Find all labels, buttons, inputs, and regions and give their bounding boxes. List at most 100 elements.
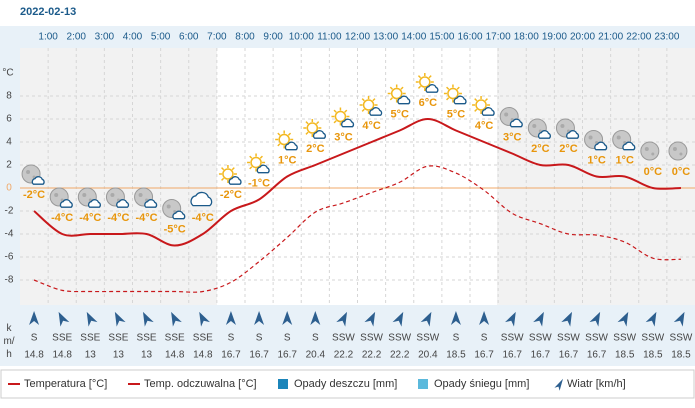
hour-label: 21:00 <box>598 32 623 43</box>
wind-speed: 16.7 <box>474 350 494 361</box>
wind-speed: 22.2 <box>362 350 382 361</box>
wind-direction: SSE <box>165 333 185 344</box>
moon-crater <box>82 193 87 197</box>
hour-label: 2:00 <box>67 32 87 43</box>
hour-label: 19:00 <box>542 32 567 43</box>
moon-crater <box>166 204 171 209</box>
wind-direction: SSW <box>501 333 524 344</box>
wind-arrow <box>589 311 601 327</box>
sun-ray <box>277 132 281 136</box>
moon-crater <box>679 152 683 156</box>
y-axis-unit: °C <box>2 68 13 79</box>
moon-crater <box>623 141 627 144</box>
cloud <box>397 95 411 105</box>
moon-crater <box>595 141 599 144</box>
sun <box>419 76 431 88</box>
temp-label: 5°C <box>390 108 409 120</box>
wind-speed: 20.4 <box>418 350 438 361</box>
wind-direction: SSW <box>557 333 580 344</box>
wind-direction: S <box>312 333 319 344</box>
wind-speed: 14.8 <box>165 350 185 361</box>
temp-label: 4°C <box>362 120 381 132</box>
weather-icon <box>387 84 406 103</box>
wind-speed: 13 <box>113 350 125 361</box>
y-tick-label: -6 <box>5 252 14 263</box>
moon-crater <box>138 193 143 197</box>
sun <box>447 87 459 100</box>
hour-label: 13:00 <box>373 32 398 43</box>
cloud <box>537 130 551 139</box>
cloud <box>369 107 383 116</box>
sun-ray <box>400 86 404 90</box>
sun-ray <box>474 108 478 112</box>
sun-ray <box>389 86 393 90</box>
sun-ray <box>287 132 292 136</box>
sun-ray <box>484 98 488 102</box>
moon-crater <box>110 193 115 197</box>
cloud <box>228 176 242 185</box>
hour-label: 16:00 <box>457 32 482 43</box>
hour-label: 22:00 <box>626 32 651 43</box>
y-tick-label: 0 <box>6 183 12 194</box>
legend-swatch <box>554 378 563 391</box>
moon-crater <box>588 135 593 140</box>
wind-speed: 13 <box>141 350 153 361</box>
wind-speed: 16.7 <box>531 350 551 361</box>
sun-ray <box>221 167 225 171</box>
moon-crater <box>532 124 537 128</box>
cloud <box>87 199 101 208</box>
date-title: 2022-02-13 <box>20 6 76 18</box>
hour-label: 12:00 <box>345 32 370 43</box>
wind-speed: 16.7 <box>249 350 269 361</box>
cloud <box>341 118 355 128</box>
wind-direction: SSW <box>360 333 383 344</box>
hour-label: 6:00 <box>179 32 199 43</box>
sun-ray <box>474 98 478 102</box>
wind-arrow <box>617 311 629 327</box>
moon-crater <box>510 118 514 121</box>
temp-label: 1°C <box>615 154 634 166</box>
wind-arrow <box>86 311 98 327</box>
wind-direction: SSE <box>52 333 72 344</box>
wind-arrow <box>420 311 432 327</box>
temp-label: 6°C <box>419 97 438 109</box>
sun-ray <box>316 121 320 125</box>
sun-ray <box>259 155 263 159</box>
wind-arrow <box>479 311 490 325</box>
cloud <box>116 199 130 208</box>
sun <box>334 110 347 123</box>
wind-arrow <box>29 311 40 325</box>
sun-ray <box>344 109 348 113</box>
moon-crater <box>616 135 621 140</box>
hour-label: 9:00 <box>263 32 283 43</box>
temp-label: -4°C <box>136 212 158 224</box>
legend-label: Wiatr [km/h] <box>567 378 626 390</box>
moon-crater <box>560 124 565 128</box>
wind-speed: 16.7 <box>587 350 607 361</box>
cloud <box>172 210 186 220</box>
cloud <box>59 199 73 208</box>
wind-speed: 18.5 <box>671 350 691 361</box>
wind-arrow <box>282 311 293 325</box>
wind-arrow <box>364 311 376 327</box>
temp-label: -2°C <box>23 189 45 201</box>
sun-ray <box>361 108 365 112</box>
temp-label: -4°C <box>107 212 129 224</box>
cloud <box>622 141 636 151</box>
night-shade <box>20 48 217 305</box>
legend-label: Opady deszczu [mm] <box>294 378 397 390</box>
sun-ray <box>221 177 225 181</box>
wind-direction: SSE <box>108 333 128 344</box>
wind-direction: SSE <box>80 333 100 344</box>
sun-ray <box>305 121 309 125</box>
moon-crater <box>566 129 570 133</box>
wind-direction: S <box>228 333 235 344</box>
sun-ray <box>417 75 422 79</box>
hour-label: 5:00 <box>151 32 171 43</box>
y-tick-label: 2 <box>6 160 12 171</box>
wind-arrow <box>673 311 685 327</box>
hour-label: 1:00 <box>38 32 58 43</box>
temp-label: -5°C <box>164 223 186 235</box>
